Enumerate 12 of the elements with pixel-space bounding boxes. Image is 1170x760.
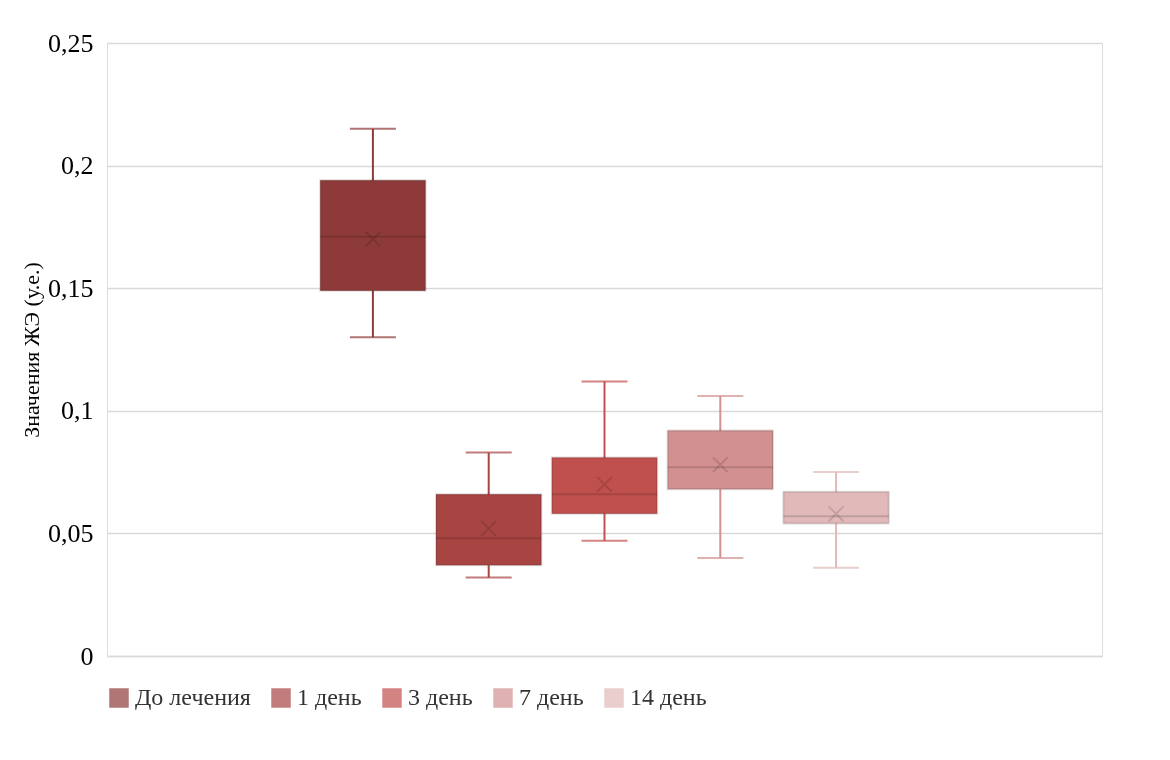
y-tick-label: 0,1 bbox=[61, 396, 94, 426]
legend-label: 3 день bbox=[408, 684, 473, 710]
y-tick-label: 0 bbox=[80, 641, 94, 671]
y-tick-label: 0,25 bbox=[48, 28, 94, 58]
legend-label: До лечения bbox=[135, 684, 251, 710]
y-tick-label: 0,15 bbox=[48, 273, 94, 303]
y-tick-label: 0,05 bbox=[48, 518, 94, 548]
y-axis-title: Значения ЖЭ (у.е.) bbox=[19, 262, 44, 438]
legend-label: 1 день bbox=[297, 684, 362, 710]
y-tick-label: 0,2 bbox=[61, 151, 94, 181]
legend-label: 14 день bbox=[630, 684, 707, 710]
legend-label: 7 день bbox=[519, 684, 584, 710]
